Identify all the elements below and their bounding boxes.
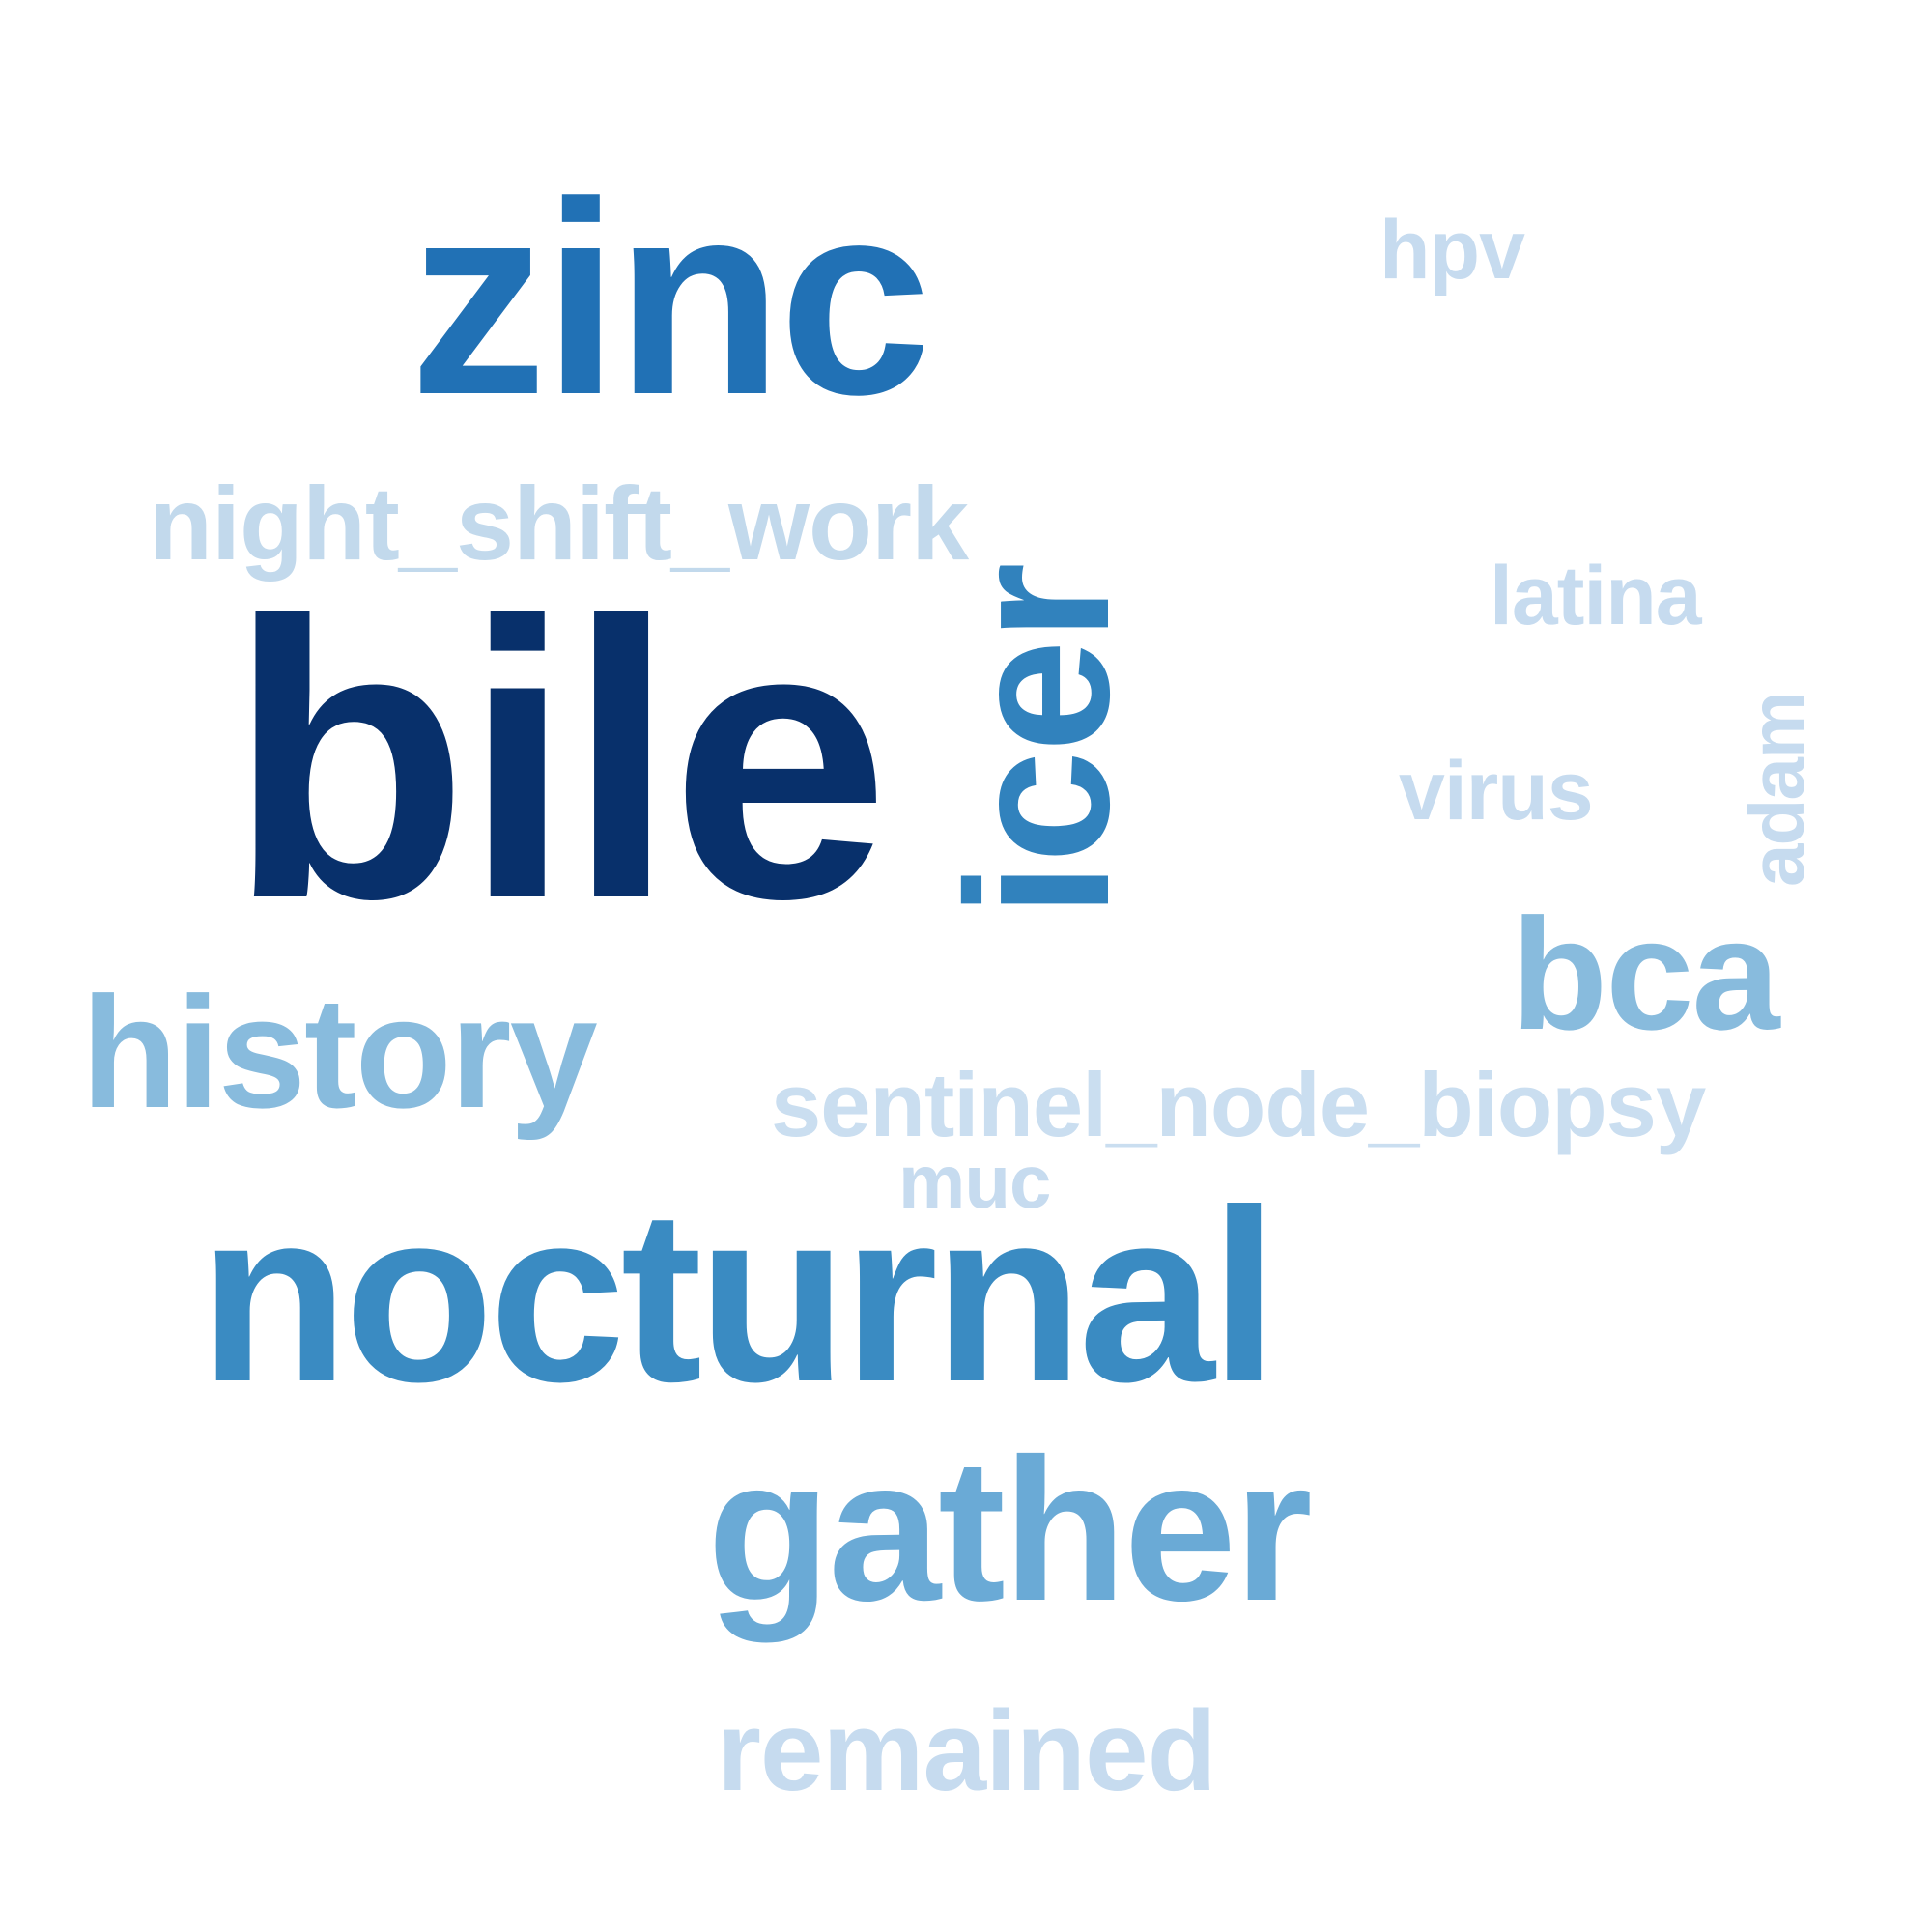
- word-muc: muc: [898, 1139, 1051, 1224]
- word-history: history: [81, 964, 598, 1141]
- word-latina: latina: [1490, 550, 1702, 642]
- word-nocturnal: nocturnal: [199, 1158, 1278, 1433]
- word-remained: remained: [717, 1688, 1217, 1815]
- word-hpv: hpv: [1379, 204, 1525, 297]
- word-adam: adam: [1734, 693, 1820, 887]
- word-icer: icer: [924, 564, 1151, 918]
- word-zinc: zinc: [410, 146, 931, 452]
- word-virus: virus: [1399, 745, 1594, 838]
- word-gather: gather: [707, 1416, 1313, 1643]
- word-bca: bca: [1511, 886, 1780, 1063]
- word-night-shift-work: night_shift_work: [149, 465, 969, 582]
- word-sentinel-node-biopsy: sentinel_node_biopsy: [771, 1054, 1706, 1155]
- word-bile: bile: [228, 541, 890, 980]
